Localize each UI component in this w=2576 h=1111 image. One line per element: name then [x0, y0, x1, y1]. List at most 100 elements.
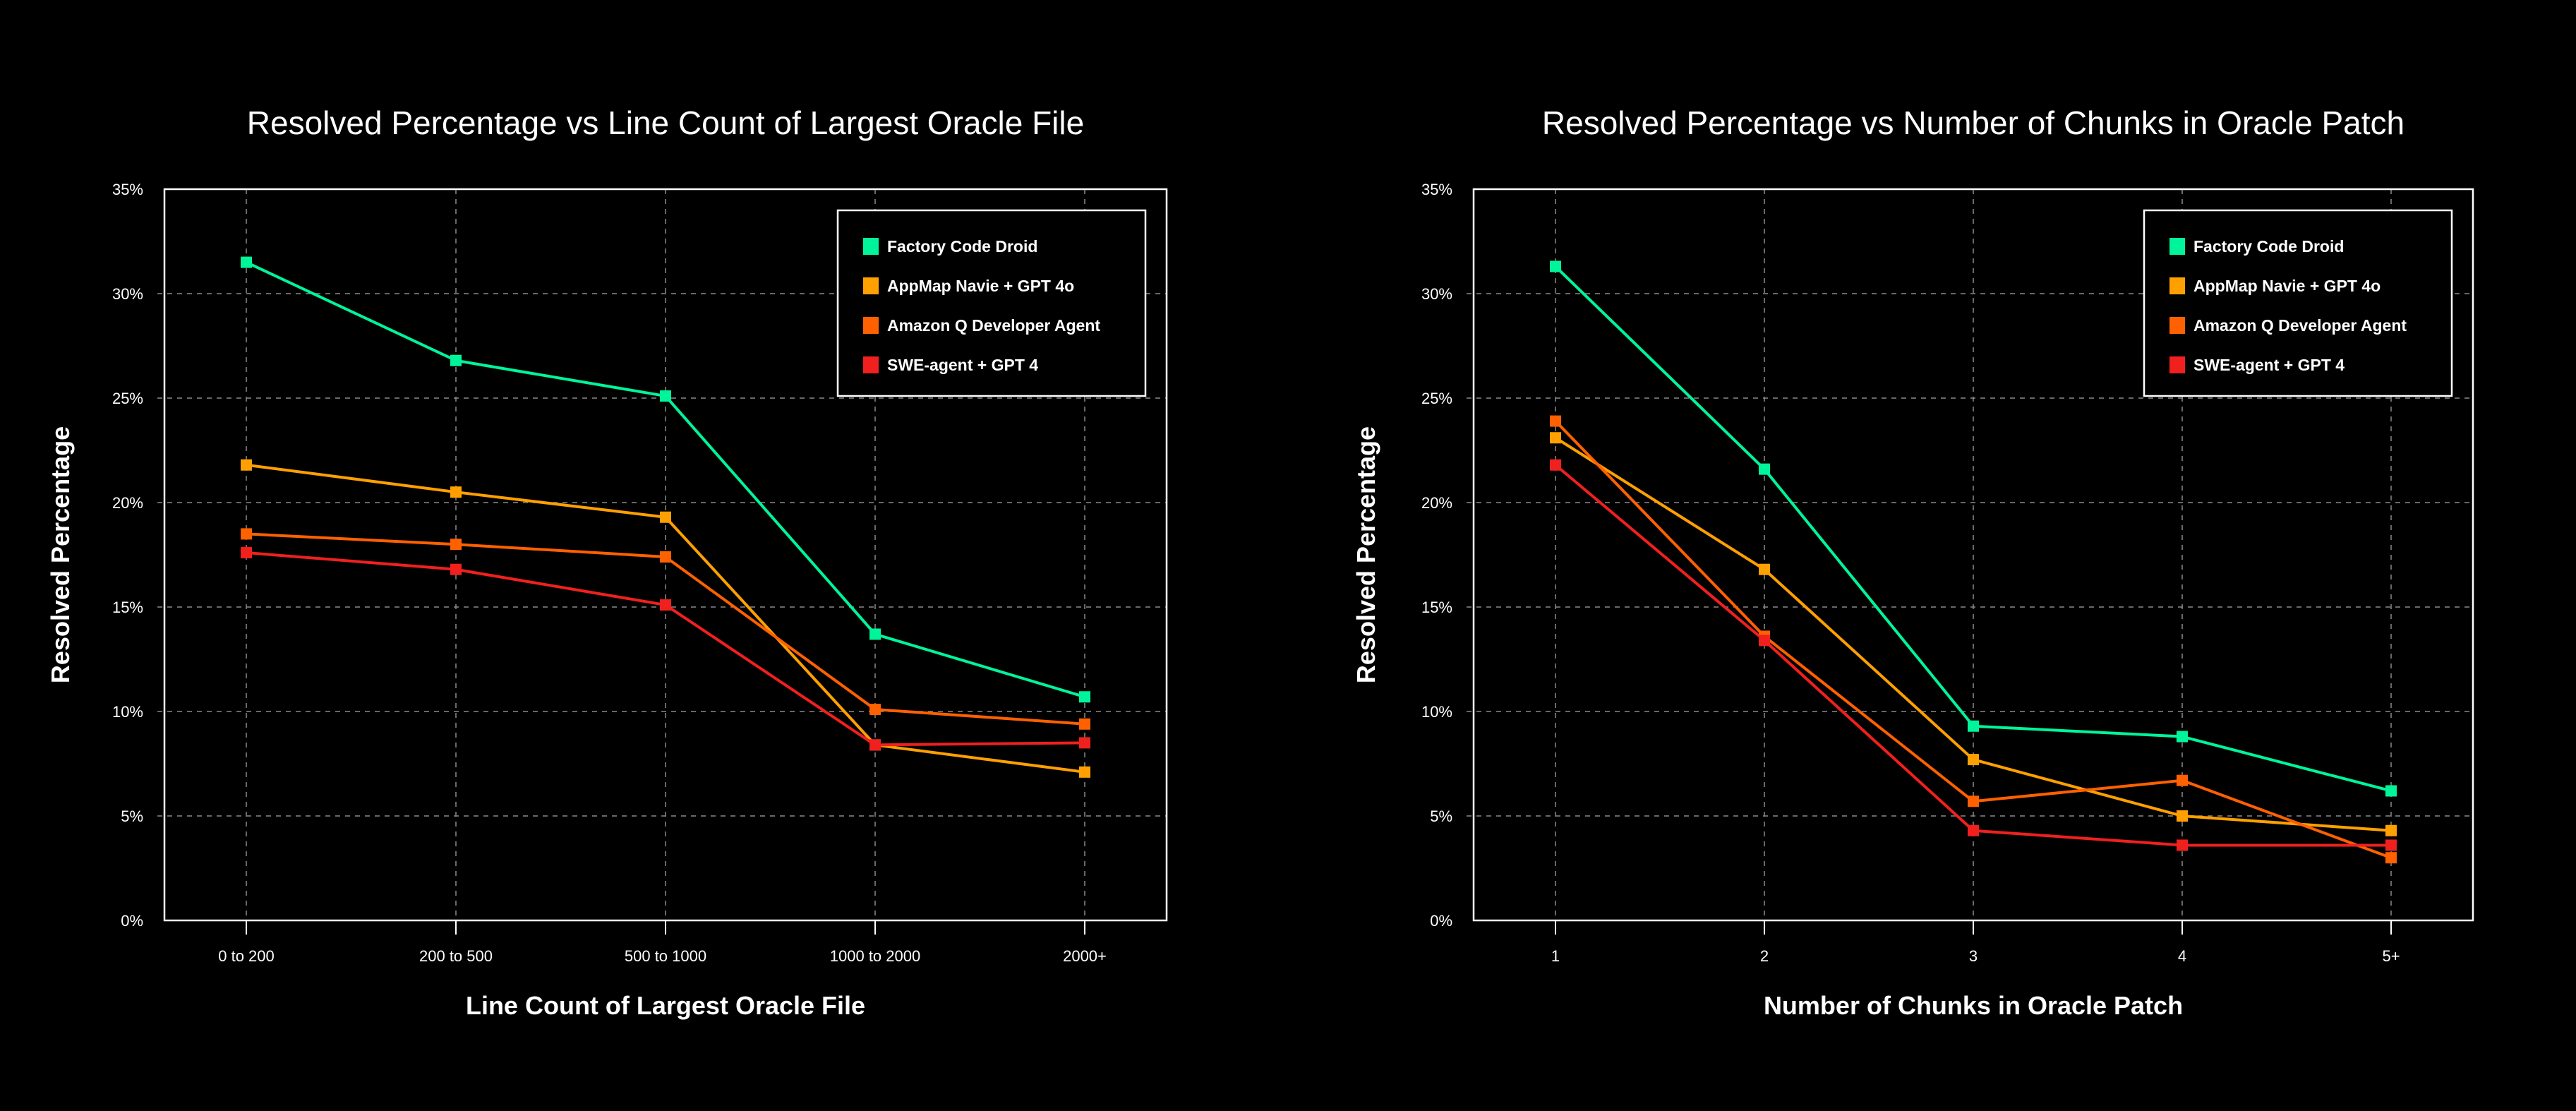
- data-point: [241, 256, 252, 268]
- x-tick-label: 1000 to 2000: [830, 947, 920, 965]
- data-point: [1759, 463, 1770, 475]
- data-point: [2177, 839, 2188, 851]
- y-tick-label: 0%: [1430, 912, 1452, 930]
- y-tick-label: 15%: [1421, 599, 1452, 616]
- data-point: [450, 539, 462, 551]
- data-point: [450, 354, 462, 366]
- data-point: [1968, 824, 1979, 836]
- data-point: [869, 628, 881, 640]
- legend-swatch: [2169, 317, 2185, 334]
- x-tick-label: 0 to 200: [218, 947, 275, 965]
- data-point: [2177, 810, 2188, 822]
- x-tick-label: 200 to 500: [419, 947, 493, 965]
- data-point: [660, 599, 671, 611]
- data-point: [1968, 720, 1979, 732]
- series-amazon-q-developer-agent: [241, 528, 1090, 730]
- data-point: [1968, 795, 1979, 807]
- x-axis-title: Line Count of Largest Oracle File: [466, 991, 865, 1020]
- chart-title: Resolved Percentage vs Line Count of Lar…: [247, 104, 1084, 141]
- data-point: [1550, 432, 1561, 444]
- data-point: [2385, 824, 2397, 836]
- data-point: [1968, 754, 1979, 766]
- data-point: [2177, 731, 2188, 743]
- data-point: [660, 551, 671, 563]
- x-tick-label: 2000+: [1063, 947, 1107, 965]
- legend-swatch: [2169, 238, 2185, 255]
- data-point: [660, 511, 671, 523]
- data-point: [241, 528, 252, 540]
- series-swe-agent-gpt-4: [1550, 459, 2397, 851]
- x-tick-label: 2: [1760, 947, 1769, 965]
- y-tick-label: 0%: [121, 912, 143, 930]
- data-point: [1079, 737, 1090, 749]
- series-swe-agent-gpt-4: [241, 547, 1090, 751]
- y-tick-label: 20%: [112, 494, 143, 512]
- data-point: [241, 459, 252, 471]
- y-tick-label: 35%: [112, 181, 143, 198]
- plot-frame: [1472, 188, 2474, 922]
- data-point: [1079, 718, 1090, 730]
- y-tick-label: 5%: [1430, 807, 1452, 825]
- y-axis-title: Resolved Percentage: [1352, 426, 1380, 683]
- legend-swatch: [2169, 356, 2185, 373]
- y-tick-label: 5%: [121, 807, 143, 825]
- data-point: [869, 704, 881, 716]
- plot-frame: [163, 188, 1168, 922]
- chart-2: Resolved Percentage vs Number of Chunks …: [1352, 104, 2474, 1020]
- data-point: [1079, 766, 1090, 778]
- series-appmap-navie-gpt-4o: [1550, 432, 2397, 836]
- data-point: [1759, 635, 1770, 647]
- legend-swatch: [863, 356, 879, 373]
- legend-label: AppMap Navie + GPT 4o: [2193, 277, 2381, 295]
- data-point: [2385, 785, 2397, 797]
- y-tick-label: 10%: [1421, 703, 1452, 721]
- legend-swatch: [2169, 277, 2185, 294]
- x-tick-label: 4: [2178, 947, 2186, 965]
- data-point: [1550, 260, 1561, 272]
- series-factory-code-droid: [1550, 260, 2397, 797]
- legend: Factory Code Droid AppMap Navie + GPT 4o A…: [2143, 209, 2453, 397]
- legend-box: [2143, 209, 2453, 397]
- data-point: [241, 547, 252, 559]
- y-tick-label: 20%: [1421, 494, 1452, 512]
- data-point: [450, 486, 462, 498]
- legend-label: Amazon Q Developer Agent: [887, 316, 1100, 335]
- x-tick-label: 5+: [2382, 947, 2400, 965]
- y-tick-label: 35%: [1421, 181, 1452, 198]
- y-tick-label: 15%: [112, 599, 143, 616]
- chart-title: Resolved Percentage vs Number of Chunks …: [1542, 104, 2405, 141]
- legend-label: Factory Code Droid: [887, 237, 1037, 256]
- y-tick-label: 30%: [1421, 285, 1452, 303]
- y-tick-label: 10%: [112, 703, 143, 721]
- legend-swatch: [863, 317, 879, 334]
- data-point: [2385, 839, 2397, 851]
- x-tick-label: 500 to 1000: [625, 947, 706, 965]
- legend: Factory Code Droid AppMap Navie + GPT 4o A…: [836, 209, 1147, 397]
- legend-label: SWE-agent + GPT 4: [2193, 356, 2345, 374]
- y-tick-label: 25%: [1421, 390, 1452, 407]
- data-point: [450, 563, 462, 575]
- legend-swatch: [863, 277, 879, 294]
- legend-swatch: [863, 238, 879, 255]
- y-tick-label: 30%: [112, 285, 143, 303]
- data-point: [1079, 691, 1090, 703]
- legend-label: Factory Code Droid: [2193, 237, 2344, 256]
- data-point: [1759, 563, 1770, 575]
- x-axis-title: Number of Chunks in Oracle Patch: [1764, 991, 2183, 1020]
- legend-label: AppMap Navie + GPT 4o: [887, 277, 1074, 295]
- legend-label: SWE-agent + GPT 4: [887, 356, 1038, 374]
- data-point: [2177, 774, 2188, 786]
- chart-1: Resolved Percentage vs Line Count of Lar…: [46, 104, 1168, 1020]
- data-point: [1550, 459, 1561, 471]
- y-axis-title: Resolved Percentage: [46, 426, 75, 683]
- data-point: [2385, 852, 2397, 864]
- x-tick-label: 3: [1969, 947, 1978, 965]
- data-point: [869, 739, 881, 751]
- series-factory-code-droid: [241, 256, 1090, 703]
- legend-box: [836, 209, 1147, 397]
- data-point: [1550, 415, 1561, 427]
- legend-label: Amazon Q Developer Agent: [2193, 316, 2407, 335]
- y-tick-label: 25%: [112, 390, 143, 407]
